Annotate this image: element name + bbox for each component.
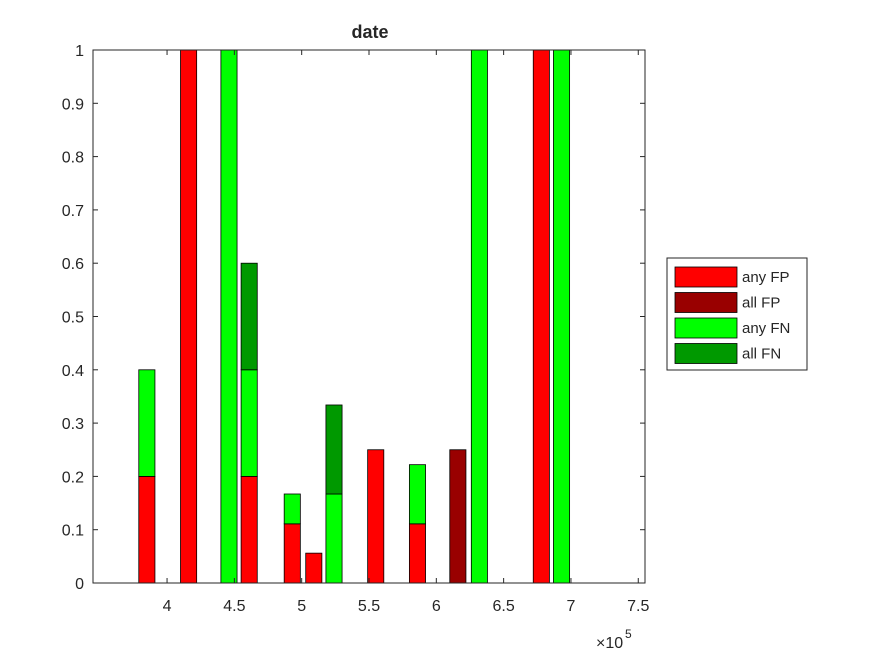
y-tick-label: 0.6 [62, 256, 84, 273]
chart-title: date [351, 22, 388, 42]
legend-swatch [674, 343, 738, 364]
legend-swatch [674, 292, 738, 313]
bar-segment [283, 493, 301, 525]
y-tick-label: 0.2 [62, 469, 84, 486]
bar-segment [138, 475, 156, 584]
x-axis: 4 4.5 5 5.5 6 6.5 7 7.5 [163, 50, 649, 615]
y-tick-label: 0.5 [62, 310, 84, 327]
bar-segment [367, 449, 385, 584]
bar-segment [180, 49, 198, 584]
x-tick-label: 7 [566, 598, 575, 615]
bar-segment [408, 523, 426, 584]
bar-segment [449, 449, 467, 584]
legend-swatch [674, 317, 738, 339]
bar-segment [240, 369, 258, 477]
bars-group [138, 49, 571, 584]
y-tick-label: 0.7 [62, 203, 84, 220]
x-tick-label: 5 [297, 598, 306, 615]
y-tick-label: 0.8 [62, 150, 84, 167]
bar-segment [325, 404, 343, 495]
legend: any FP all FP any FN all FN [666, 257, 808, 371]
bar-segment [532, 49, 550, 584]
x-tick-label: 6 [432, 598, 441, 615]
y-tick-label: 1 [75, 43, 84, 60]
legend-label: all FN [742, 346, 781, 363]
legend-label: any FN [742, 320, 790, 337]
bar-segment [138, 369, 156, 477]
legend-swatch [674, 266, 738, 288]
x-exponent-label: ×10 5 [596, 627, 632, 652]
y-tick-label: 0.4 [62, 363, 84, 380]
x-tick-label: 7.5 [627, 598, 649, 615]
bar-segment [553, 49, 571, 584]
x-tick-label: 6.5 [493, 598, 515, 615]
bar-segment [408, 464, 426, 525]
x-exponent-base: ×10 [596, 635, 623, 652]
y-tick-label: 0 [75, 576, 84, 593]
y-tick-label: 0.1 [62, 523, 84, 540]
bar-segment [470, 49, 488, 584]
legend-label: any FP [742, 269, 790, 286]
y-tick-label: 0.9 [62, 96, 84, 113]
bar-segment [220, 49, 238, 584]
x-tick-label: 4 [163, 598, 172, 615]
bar-segment [240, 475, 258, 584]
bar-segment [305, 552, 323, 584]
y-tick-label: 0.3 [62, 416, 84, 433]
legend-label: all FP [742, 295, 780, 312]
y-axis: 0 0.1 0.2 0.3 0.4 0.5 0.6 0.7 0.8 0.9 1 [62, 43, 645, 593]
bar-segment [283, 523, 301, 584]
x-tick-label: 5.5 [358, 598, 380, 615]
bar-segment [325, 493, 343, 584]
bar-segment [240, 262, 258, 371]
x-exponent-power: 5 [625, 627, 632, 641]
x-tick-label: 4.5 [223, 598, 245, 615]
